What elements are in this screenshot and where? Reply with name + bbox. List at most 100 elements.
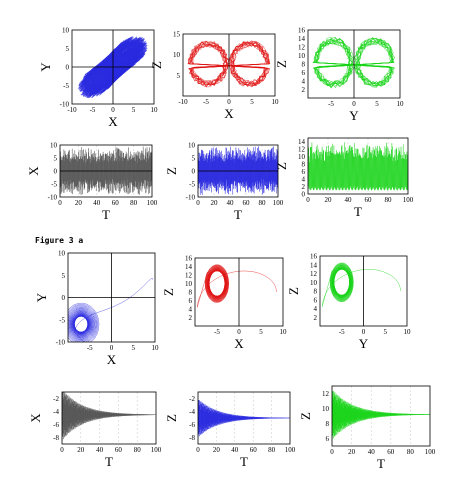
x-tick-label: 80 <box>407 448 415 456</box>
x-tick-label: 80 <box>134 446 142 454</box>
x-tick-label: -5 <box>87 344 93 352</box>
x-axis-label: T <box>234 207 242 222</box>
y-tick-label: 4 <box>189 306 193 314</box>
x-tick-label: -5 <box>339 328 345 336</box>
x-tick-label: 5 <box>259 328 263 336</box>
x-tick-label: 10 <box>404 328 412 336</box>
series-line <box>68 278 154 342</box>
x-tick-label: 40 <box>231 446 239 454</box>
plot-frame <box>197 391 291 445</box>
x-tick-label: 100 <box>403 196 414 204</box>
series-line <box>198 146 278 195</box>
y-tick-label: 6 <box>302 69 306 77</box>
y-tick-label: 16 <box>185 255 193 263</box>
x-tick-label: 10 <box>272 98 280 106</box>
x-tick-label: 0 <box>227 98 231 106</box>
x-tick-label: 5 <box>132 106 136 114</box>
x-tick-label: -5 <box>203 98 209 106</box>
y-tick-label: -2 <box>53 395 59 403</box>
y-tick-label: 6 <box>314 296 318 304</box>
chart-p7: -5 0 5 10 10 5 0 -5 -10 X Y <box>34 250 159 368</box>
y-tick-label: 10 <box>58 250 66 258</box>
x-axis-label: X <box>234 336 244 351</box>
chart-p4: 0 20 40 60 80 100 10 5 0 -5 -10 T X <box>26 142 158 223</box>
x-tick-label: 60 <box>365 196 373 204</box>
y-tick-label: 5 <box>177 72 181 80</box>
x-tick-label: 10 <box>152 344 160 352</box>
x-tick-label: -5 <box>90 106 96 114</box>
x-tick-label: 100 <box>425 448 436 456</box>
y-tick-label: -10 <box>56 339 66 347</box>
plot-frame <box>61 391 157 445</box>
x-tick-label: 5 <box>375 100 379 108</box>
y-axis-label: X <box>28 413 43 423</box>
x-tick-label: 20 <box>77 446 85 454</box>
chart-p12: 0 20 40 60 80 100 12 10 8 6 T Z <box>298 385 436 471</box>
y-tick-label: 10 <box>62 27 70 35</box>
x-tick-label: 80 <box>130 199 138 207</box>
y-tick-label: 6 <box>302 168 306 176</box>
x-tick-label: 100 <box>285 446 296 454</box>
x-tick-label: 10 <box>151 106 159 114</box>
x-tick-label: 10 <box>280 328 288 336</box>
series-line <box>332 391 430 440</box>
y-tick-label: 6 <box>189 297 193 305</box>
x-tick-label: 20 <box>213 446 221 454</box>
series-line <box>78 36 148 99</box>
y-tick-label: -10 <box>186 194 196 202</box>
figure-label: Figure 3 a <box>35 235 83 245</box>
y-tick-label: 2 <box>189 314 193 322</box>
x-tick-label: 100 <box>147 199 158 207</box>
x-tick-label: -5 <box>214 328 220 336</box>
x-tick-label: 0 <box>111 106 115 114</box>
series-line <box>197 264 277 308</box>
x-axis-label: X <box>107 352 117 367</box>
y-tick-label: 8 <box>302 61 306 69</box>
y-tick-label: 14 <box>298 138 306 146</box>
y-tick-label: 0 <box>302 191 306 199</box>
x-tick-label: 0 <box>306 196 310 204</box>
y-tick-label: -5 <box>51 181 57 189</box>
y-tick-label: 12 <box>298 44 306 52</box>
y-tick-label: 0 <box>66 64 70 72</box>
x-tick-label: 80 <box>385 196 393 204</box>
y-tick-label: 12 <box>310 270 318 278</box>
y-tick-label: 10 <box>310 279 318 287</box>
y-tick-label: 4 <box>314 305 318 313</box>
y-tick-label: 10 <box>173 51 181 59</box>
series-line <box>62 392 156 441</box>
series-line <box>60 146 152 196</box>
series-line <box>308 142 408 191</box>
series-line <box>321 262 401 307</box>
y-tick-label: -5 <box>63 82 69 90</box>
series-line <box>312 36 396 89</box>
plots-group: -10 -5 0 5 10 10 5 0 -5 -10 X Y -10 -5 0 5 10 15 10 5 X Z -5 0 5… <box>26 27 436 472</box>
x-tick-label: 0 <box>196 446 200 454</box>
y-tick-label: 2 <box>302 183 306 191</box>
y-axis-label: X <box>26 166 41 176</box>
x-axis-label: T <box>105 454 113 469</box>
x-tick-label: 0 <box>58 199 62 207</box>
x-tick-label: 0 <box>330 448 334 456</box>
x-axis-label: T <box>102 207 110 222</box>
y-tick-label: 12 <box>322 390 330 398</box>
x-tick-label: 100 <box>273 199 284 207</box>
y-axis-label: Z <box>274 162 289 170</box>
y-tick-label: 6 <box>326 435 330 443</box>
x-tick-label: 60 <box>387 448 395 456</box>
x-tick-label: 60 <box>243 199 251 207</box>
chart-p1: -10 -5 0 5 10 10 5 0 -5 -10 X Y <box>38 27 158 130</box>
x-tick-label: -5 <box>328 100 334 108</box>
y-tick-label: 8 <box>302 161 306 169</box>
x-tick-label: 40 <box>368 448 376 456</box>
y-tick-label: 2 <box>314 314 318 322</box>
y-tick-label: -4 <box>189 408 195 416</box>
x-tick-label: 0 <box>60 446 64 454</box>
y-tick-label: 12 <box>298 146 306 154</box>
y-tick-label: -6 <box>189 421 195 429</box>
x-axis-label: Y <box>359 336 369 351</box>
chart-p11: 0 20 40 60 80 100 -2 -4 -6 -8 T Z <box>164 391 296 469</box>
plot-frame <box>331 385 431 447</box>
